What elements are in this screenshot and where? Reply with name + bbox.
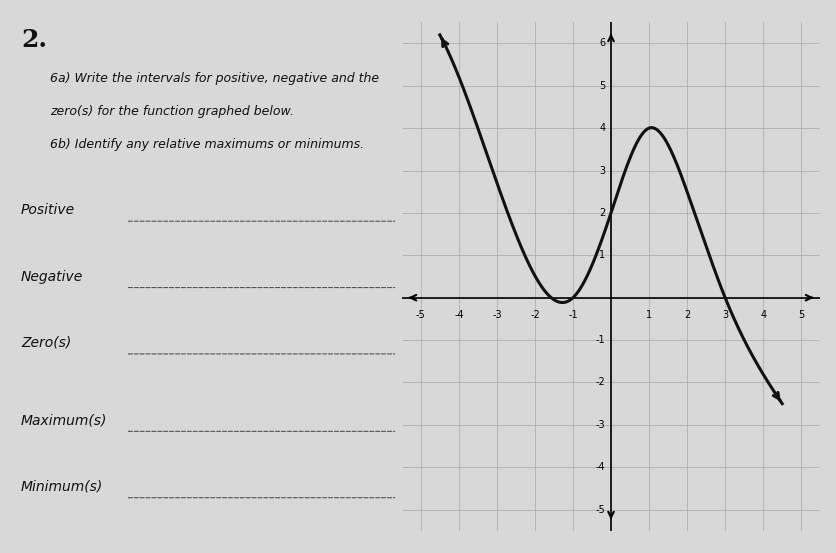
Text: 1: 1 (645, 310, 651, 320)
Text: 2: 2 (683, 310, 690, 320)
Text: 5: 5 (798, 310, 803, 320)
Text: -1: -1 (568, 310, 577, 320)
Text: 1: 1 (599, 251, 604, 260)
Text: 3: 3 (721, 310, 727, 320)
Text: zero(s) for the function graphed below.: zero(s) for the function graphed below. (50, 105, 294, 118)
Text: 5: 5 (599, 81, 604, 91)
Text: 2.: 2. (21, 28, 47, 51)
Text: -5: -5 (595, 505, 604, 515)
Text: Positive: Positive (21, 203, 75, 217)
Text: 6b) Identify any relative maximums or minimums.: 6b) Identify any relative maximums or mi… (50, 138, 364, 152)
Text: -5: -5 (415, 310, 426, 320)
Text: -1: -1 (595, 335, 604, 345)
Text: 2: 2 (599, 208, 604, 218)
Text: Minimum(s): Minimum(s) (21, 479, 103, 494)
Text: 6: 6 (599, 38, 604, 48)
Text: 4: 4 (759, 310, 765, 320)
Text: -2: -2 (529, 310, 539, 320)
Text: -4: -4 (453, 310, 463, 320)
Text: Zero(s): Zero(s) (21, 336, 71, 350)
Text: 3: 3 (599, 165, 604, 175)
Text: -2: -2 (595, 378, 604, 388)
Text: -3: -3 (492, 310, 501, 320)
Text: 6a) Write the intervals for positive, negative and the: 6a) Write the intervals for positive, ne… (50, 72, 379, 85)
Text: Maximum(s): Maximum(s) (21, 413, 107, 427)
Text: -4: -4 (595, 462, 604, 472)
Text: -3: -3 (595, 420, 604, 430)
Text: 4: 4 (599, 123, 604, 133)
Text: Negative: Negative (21, 269, 83, 284)
